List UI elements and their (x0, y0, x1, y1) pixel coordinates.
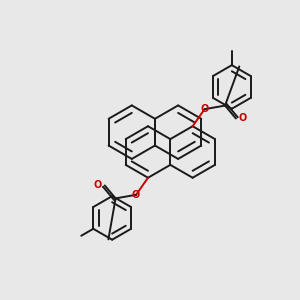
Text: O: O (132, 190, 140, 200)
Text: O: O (200, 104, 209, 114)
Text: O: O (239, 113, 247, 124)
Text: O: O (94, 181, 102, 190)
